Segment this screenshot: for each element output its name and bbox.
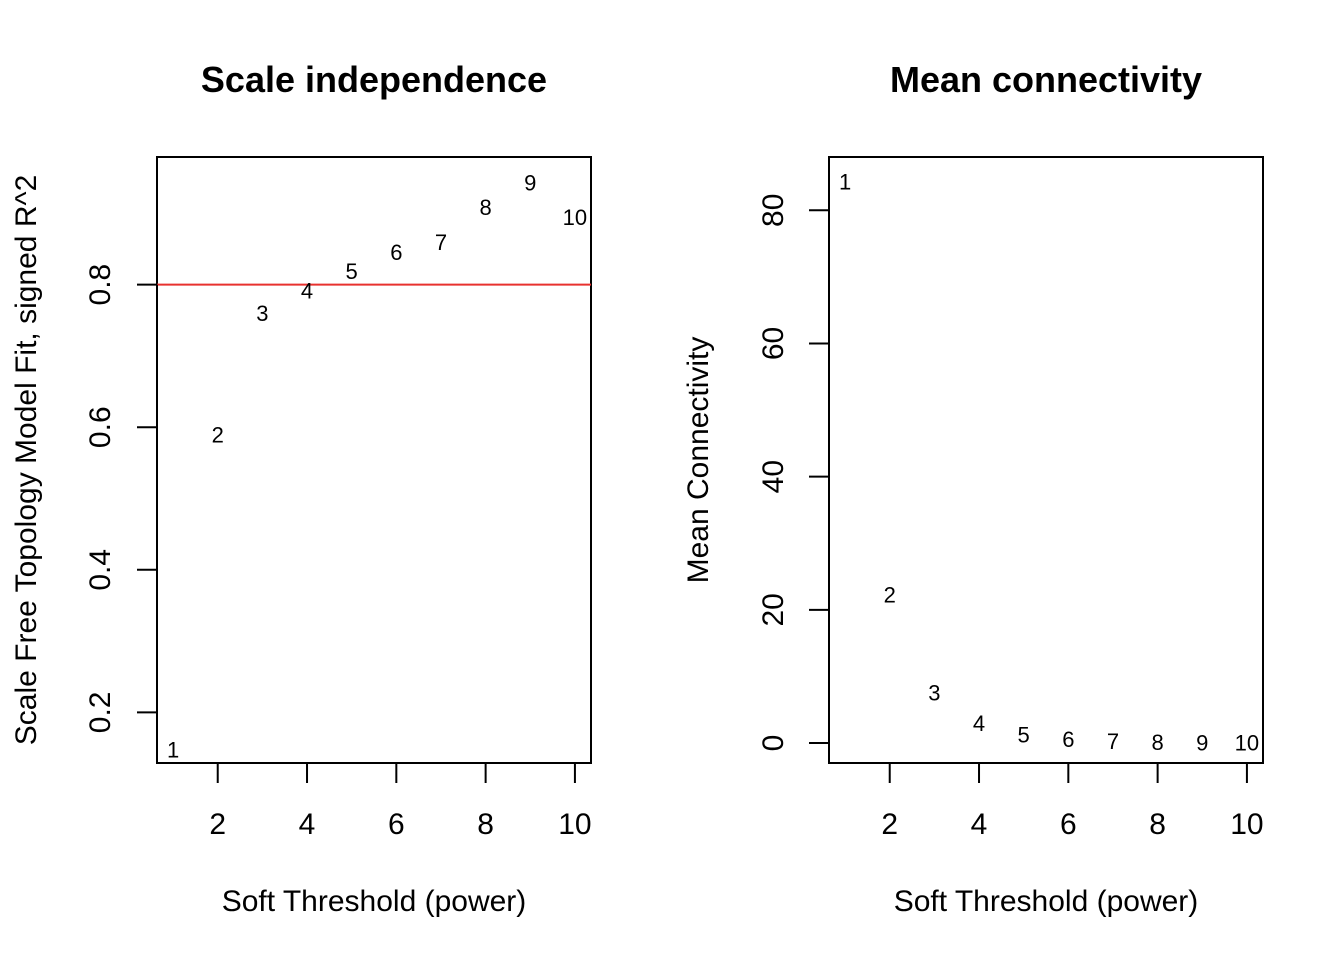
x-tick-label: 8	[477, 808, 494, 841]
mean-connectivity-x-axis-label: Soft Threshold (power)	[894, 885, 1199, 918]
data-point-label: 6	[390, 240, 402, 265]
y-tick-label: 0	[757, 735, 790, 752]
mean-connectivity-panel: Mean connectivity 2 4 6 8 10 0 20 40 60 80 Soft Thr…	[682, 59, 1264, 918]
data-point-label: 7	[1107, 729, 1119, 754]
y-tick-label: 40	[757, 460, 790, 493]
data-point-label: 9	[1196, 730, 1208, 755]
y-tick-label: 80	[757, 194, 790, 227]
x-tick-label: 6	[388, 808, 405, 841]
x-tick-label: 4	[299, 808, 316, 841]
data-point-label: 8	[480, 195, 492, 220]
x-tick-label: 10	[1230, 808, 1263, 841]
x-tick-label: 4	[971, 808, 988, 841]
scale-independence-title: Scale independence	[201, 59, 547, 100]
y-tick-label: 0.4	[84, 549, 117, 591]
y-tick-label: 20	[757, 593, 790, 626]
mean-connectivity-title: Mean connectivity	[890, 59, 1202, 100]
scale-independence-panel: Scale independence 2 4 6 8 10 0.2 0.4 0.6 0.8 Soft…	[10, 59, 592, 918]
data-point-label: 1	[167, 737, 179, 762]
scale-independence-x-axis-label: Soft Threshold (power)	[222, 885, 527, 918]
data-point-label: 9	[524, 171, 536, 196]
data-point-label: 8	[1152, 730, 1164, 755]
data-point-label: 10	[1235, 731, 1259, 756]
data-point-label: 7	[435, 230, 447, 255]
data-point-label: 5	[346, 259, 358, 284]
y-tick-label: 0.2	[84, 692, 117, 734]
y-tick-label: 0.8	[84, 264, 117, 306]
data-point-label: 10	[563, 205, 587, 230]
data-point-label: 6	[1062, 727, 1074, 752]
data-point-label: 4	[301, 278, 313, 303]
x-tick-label: 8	[1149, 808, 1166, 841]
x-tick-label: 2	[881, 808, 898, 841]
x-tick-label: 10	[558, 808, 591, 841]
y-tick-label: 0.6	[84, 406, 117, 448]
data-point-label: 1	[839, 170, 851, 195]
y-tick-label: 60	[757, 327, 790, 360]
x-tick-label: 6	[1060, 808, 1077, 841]
data-point-label: 3	[256, 301, 268, 326]
x-tick-label: 2	[209, 808, 226, 841]
data-point-label: 2	[212, 422, 224, 447]
mean-connectivity-y-axis-label: Mean Connectivity	[682, 337, 715, 584]
data-point-label: 5	[1018, 722, 1030, 747]
data-point-label: 3	[928, 680, 940, 705]
data-point-label: 4	[973, 711, 985, 736]
data-point-label: 2	[884, 583, 896, 608]
scale-independence-y-axis-label: Scale Free Topology Model Fit, signed R^…	[10, 175, 43, 745]
